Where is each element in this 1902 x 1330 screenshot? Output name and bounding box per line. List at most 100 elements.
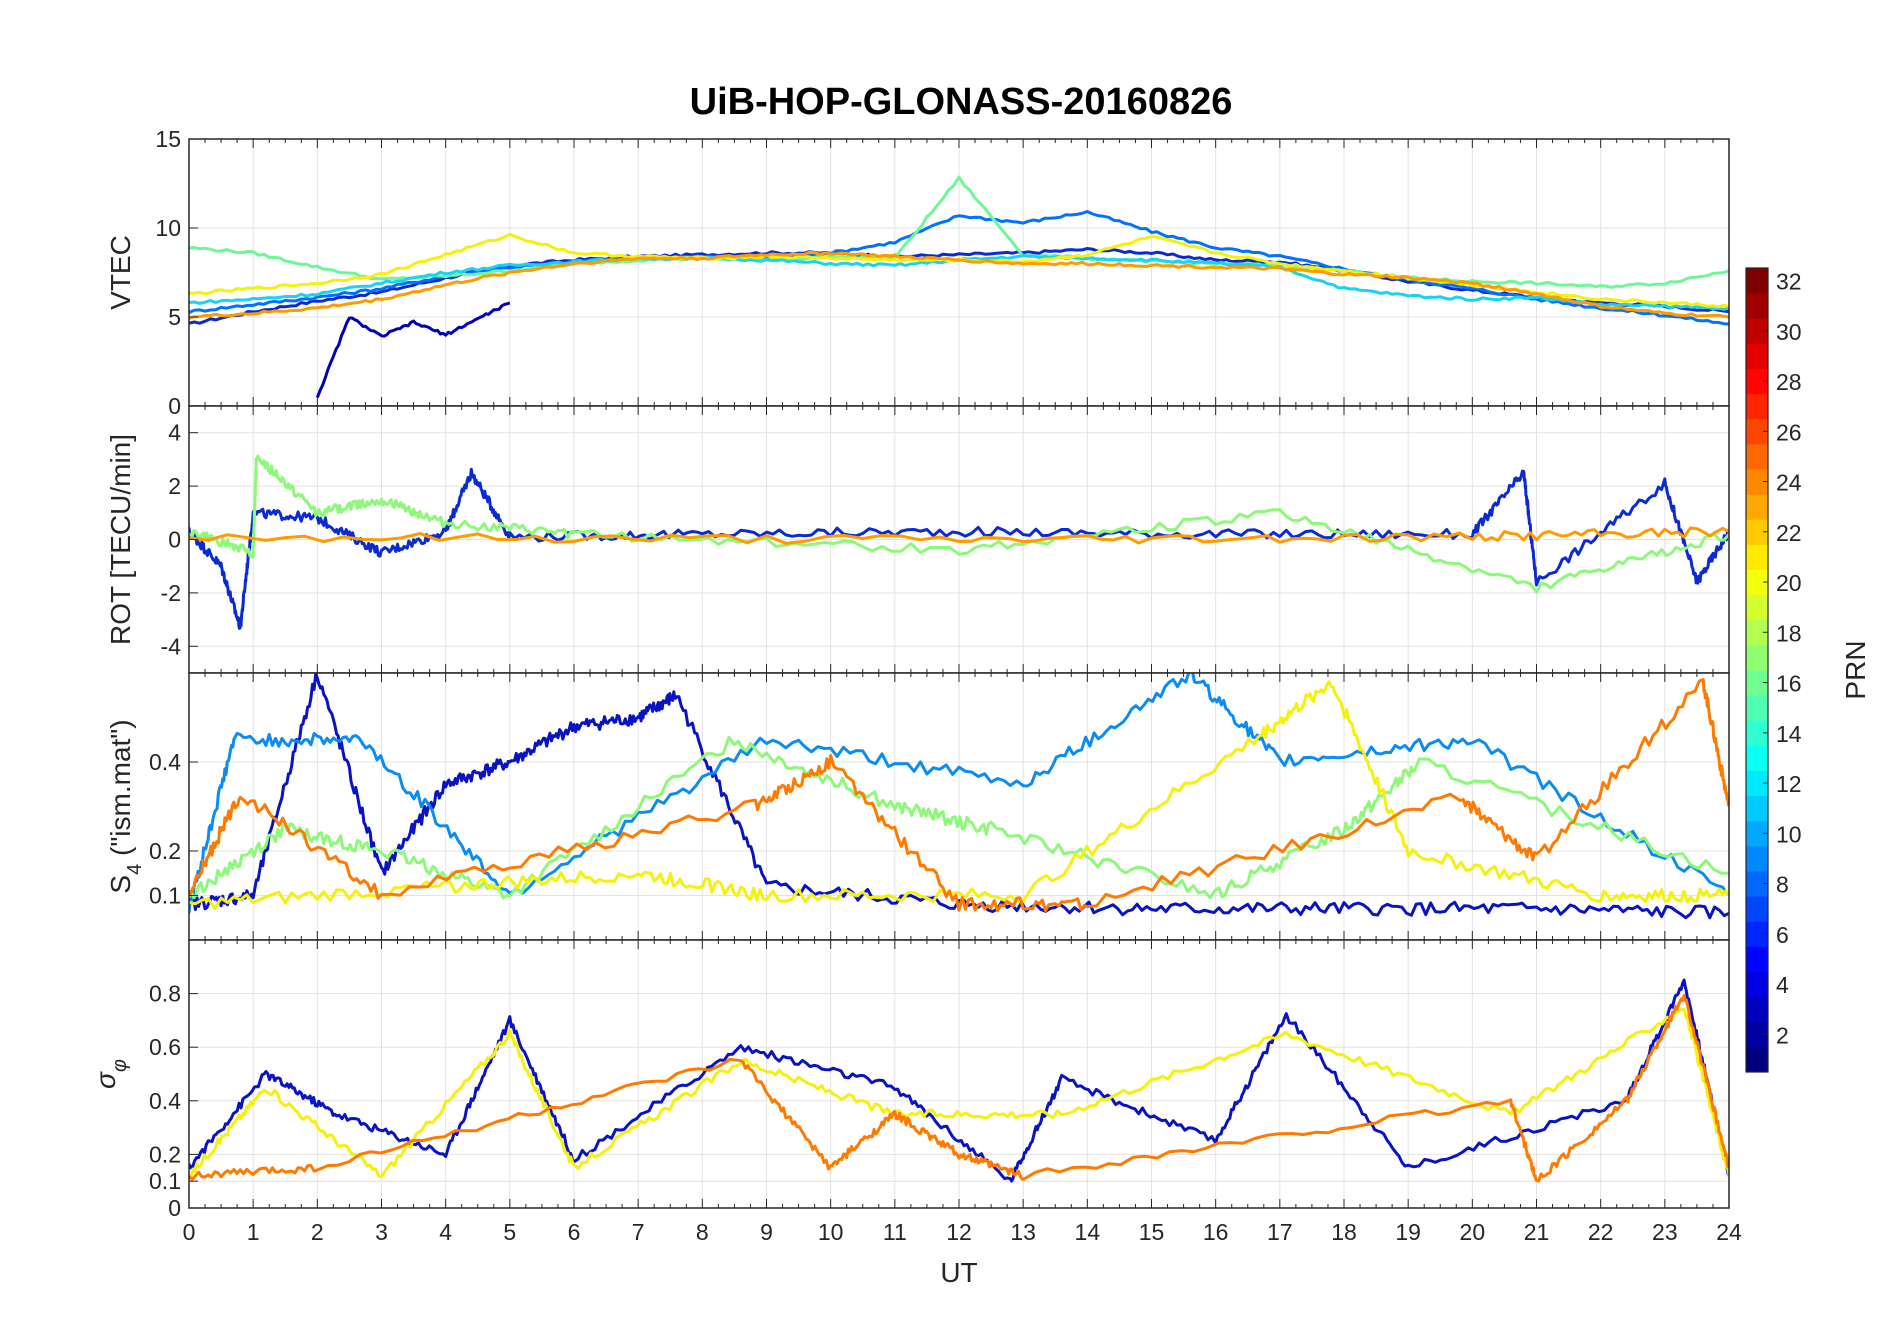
x-tick-label: 10 bbox=[818, 1219, 844, 1245]
colorbar-segment bbox=[1746, 544, 1768, 570]
colorbar-segment bbox=[1746, 795, 1768, 822]
x-tick-label: 20 bbox=[1460, 1219, 1486, 1245]
y-axis-label: ROT [TECU/min] bbox=[105, 434, 136, 645]
colorbar-segment bbox=[1746, 268, 1768, 294]
colorbar-tick-label: 24 bbox=[1776, 470, 1802, 496]
y-tick-label: 0.4 bbox=[149, 1088, 181, 1114]
y-tick-label: 0.1 bbox=[149, 1168, 181, 1194]
colorbar-segment bbox=[1746, 343, 1768, 369]
x-tick-label: 17 bbox=[1267, 1219, 1293, 1245]
colorbar-tick-label: 18 bbox=[1776, 620, 1802, 646]
series-line-prn-15 bbox=[189, 175, 1729, 289]
colorbar-segment bbox=[1746, 745, 1768, 771]
colorbar-tick-label: 28 bbox=[1776, 369, 1802, 395]
colorbar-segment bbox=[1746, 695, 1768, 721]
y-tick-label: -4 bbox=[161, 633, 182, 659]
panel-vtec: 0 5 10 15 VTEC bbox=[105, 126, 1730, 419]
colorbar-segment bbox=[1746, 519, 1768, 545]
y-tick-label: 15 bbox=[155, 126, 181, 152]
x-tick-label: 22 bbox=[1588, 1219, 1614, 1245]
series-line-prn-20 bbox=[189, 1007, 1729, 1180]
panel-rot: -4 -2 0 2 4 ROT [TECU/min] bbox=[105, 405, 1730, 674]
x-tick-label: 14 bbox=[1075, 1219, 1101, 1245]
y-tick-label: 5 bbox=[168, 304, 181, 330]
colorbar-tick-label: 8 bbox=[1776, 872, 1789, 898]
x-tick-label: 7 bbox=[632, 1219, 645, 1245]
colorbar-segment bbox=[1746, 494, 1768, 520]
y-tick-label: 0 bbox=[168, 527, 181, 553]
colorbar-tick-label: 10 bbox=[1776, 821, 1802, 847]
x-tick-label: 8 bbox=[696, 1219, 709, 1245]
colorbar-tick-label: 12 bbox=[1776, 771, 1802, 797]
colorbar-tick-label: 6 bbox=[1776, 922, 1789, 948]
panel-s4: 0.1 0.2 0.4S4 ("ism.mat") bbox=[105, 672, 1730, 941]
x-tick-label: 3 bbox=[375, 1219, 388, 1245]
x-tick-label: 23 bbox=[1652, 1219, 1678, 1245]
series-line-prn-2 bbox=[315, 301, 511, 399]
y-tick-label: 0.2 bbox=[149, 838, 181, 864]
x-tick-label: 1 bbox=[247, 1219, 260, 1245]
series-group bbox=[189, 454, 1729, 630]
colorbar-segment bbox=[1746, 820, 1768, 847]
colorbar-segment bbox=[1746, 318, 1768, 344]
y-tick-label: 10 bbox=[155, 215, 181, 241]
x-tick-label: 18 bbox=[1331, 1219, 1357, 1245]
y-tick-label: 0.1 bbox=[149, 883, 181, 909]
colorbar-segment bbox=[1746, 418, 1768, 445]
y-label-phi: φ bbox=[109, 1059, 131, 1072]
colorbar-segment bbox=[1746, 871, 1768, 897]
colorbar-frame bbox=[1745, 267, 1769, 1073]
colorbar-label: PRN bbox=[1840, 640, 1871, 699]
colorbar-segment bbox=[1746, 845, 1768, 872]
colorbar-tick-label: 4 bbox=[1776, 972, 1789, 998]
colorbar-segment bbox=[1746, 946, 1768, 972]
colorbar-segment bbox=[1746, 619, 1768, 646]
x-tick-label: 11 bbox=[883, 1219, 907, 1245]
colorbar-segment bbox=[1746, 368, 1768, 395]
y-axis-label: S4 ("ism.mat") bbox=[105, 719, 146, 893]
colorbar-segment bbox=[1746, 393, 1768, 420]
series-line-prn-23 bbox=[189, 250, 1729, 320]
colorbar-segment bbox=[1746, 443, 1768, 470]
colorbar-tick-label: 26 bbox=[1776, 419, 1802, 445]
figure-title: UiB-HOP-GLONASS-20160826 bbox=[690, 81, 1233, 123]
series-line-prn-16 bbox=[189, 735, 1729, 900]
y-tick-label: 0.2 bbox=[149, 1141, 181, 1167]
colorbar-segment bbox=[1746, 1046, 1768, 1073]
y-tick-label: 0.4 bbox=[149, 749, 181, 775]
colorbar-segment bbox=[1746, 1021, 1768, 1048]
x-tick-label: 4 bbox=[439, 1219, 452, 1245]
x-axis-label: UT bbox=[940, 1257, 977, 1288]
x-tick-label: 13 bbox=[1010, 1219, 1036, 1245]
series-line-prn-24 bbox=[189, 994, 1729, 1183]
x-tick-label: 2 bbox=[311, 1219, 324, 1245]
x-tick-label: 6 bbox=[568, 1219, 581, 1245]
colorbar-segment bbox=[1746, 770, 1768, 797]
colorbar-tick-label: 16 bbox=[1776, 671, 1802, 697]
x-tick-label: 16 bbox=[1203, 1219, 1229, 1245]
colorbar-tick-label: 2 bbox=[1776, 1022, 1789, 1048]
series-line-prn-3 bbox=[189, 978, 1729, 1183]
series-group bbox=[189, 175, 1729, 399]
series-line-prn-20 bbox=[189, 680, 1729, 911]
x-tick-label: 12 bbox=[946, 1219, 972, 1245]
series-group bbox=[189, 673, 1729, 920]
y-tick-label: 0 bbox=[168, 393, 181, 419]
colorbar-segment bbox=[1746, 293, 1768, 319]
y-label-rest: ("ism.mat") bbox=[105, 719, 136, 863]
y-tick-label: 0 bbox=[168, 1195, 181, 1221]
colorbar-segment bbox=[1746, 469, 1768, 495]
colorbar-tick-label: 22 bbox=[1776, 520, 1802, 546]
series-line-prn-10 bbox=[189, 673, 1729, 914]
series-group bbox=[189, 978, 1729, 1183]
y-tick-label: 4 bbox=[168, 420, 181, 446]
colorbar-tick-label: 20 bbox=[1776, 570, 1802, 596]
colorbar-segment bbox=[1746, 921, 1768, 947]
colorbar-segment bbox=[1746, 996, 1768, 1023]
x-tick-label: 0 bbox=[183, 1219, 196, 1245]
x-tick-label: 15 bbox=[1139, 1219, 1165, 1245]
